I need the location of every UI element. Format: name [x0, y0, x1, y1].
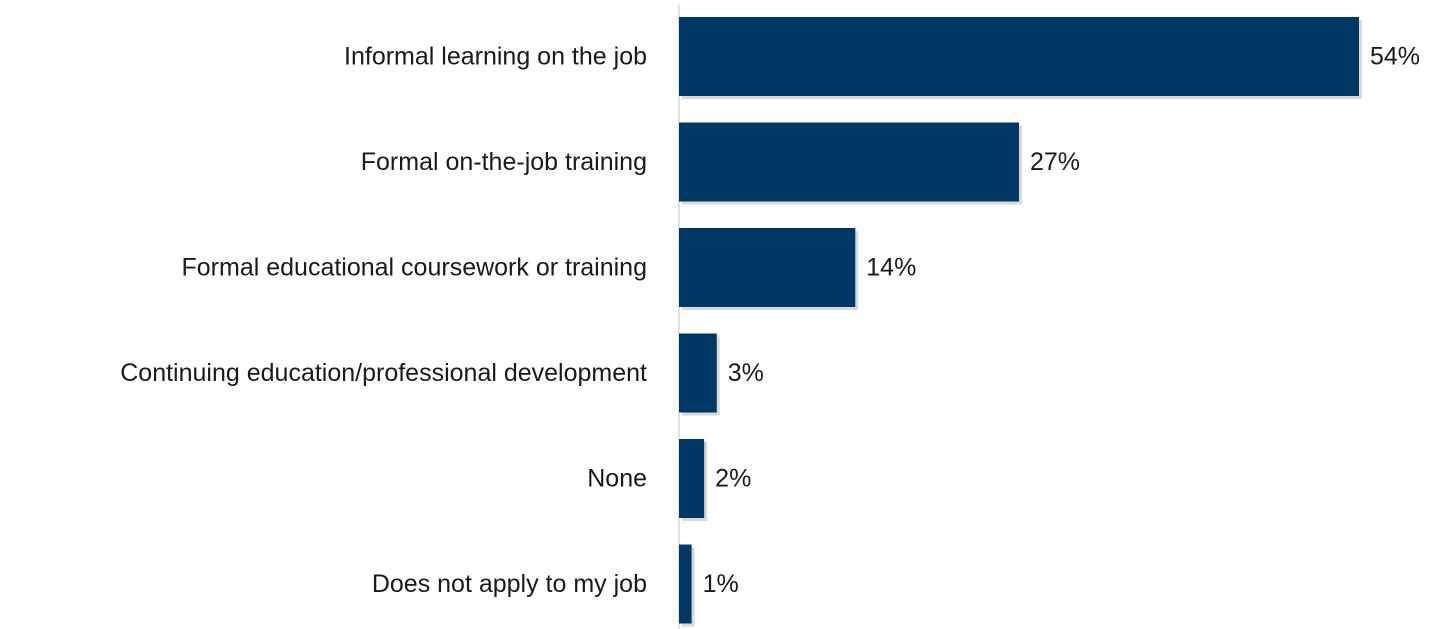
category-label: None: [587, 465, 647, 493]
data-label: 54%: [1370, 43, 1420, 71]
category-label: Informal learning on the job: [344, 43, 647, 71]
data-label: 1%: [703, 570, 739, 598]
bar: [679, 333, 717, 413]
bar: [679, 122, 1019, 202]
category-labels-group: Informal learning on the job Formal on-th…: [120, 43, 647, 599]
data-label: 14%: [866, 254, 916, 282]
data-label: 27%: [1030, 148, 1080, 176]
category-label: Continuing education/professional develo…: [120, 359, 647, 387]
data-label: 2%: [715, 465, 751, 493]
bar: [679, 228, 856, 307]
category-label: Formal on-the-job training: [361, 148, 647, 176]
bar: [679, 17, 1359, 96]
bar: [679, 439, 705, 518]
bars-group: [679, 17, 1362, 627]
data-label: 3%: [728, 359, 764, 387]
value-labels-group: 54% 27% 14% 3% 2% 1%: [703, 43, 1420, 599]
category-label: Formal educational coursework or trainin…: [182, 254, 648, 282]
category-label: Does not apply to my job: [372, 570, 647, 598]
bar: [679, 544, 692, 624]
